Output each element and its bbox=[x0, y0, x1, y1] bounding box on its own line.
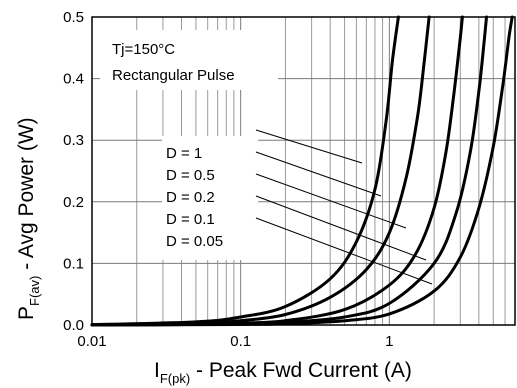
y-tick-label: 0.1 bbox=[63, 255, 84, 272]
y-axis-title-sub: F(av) bbox=[27, 276, 42, 306]
y-axis-title-main: P bbox=[15, 306, 38, 320]
leader-line-2 bbox=[255, 151, 382, 197]
x-axis-title-main: I bbox=[154, 359, 160, 382]
x-axis-title: IF(pk) - Peak Fwd Current (A) bbox=[154, 359, 412, 386]
y-tick-label: 0.5 bbox=[63, 9, 84, 26]
x-axis-title-rest: - Peak Fwd Current (A) bbox=[190, 359, 412, 382]
x-tick-label: 1 bbox=[385, 333, 393, 350]
plot-frame bbox=[91, 16, 516, 326]
condition-label: Tj=150°C bbox=[112, 41, 175, 58]
curves bbox=[90, 15, 514, 327]
legend-label-4: D = 0.1 bbox=[166, 211, 215, 228]
y-tick-label: 0.0 bbox=[63, 317, 84, 334]
series-line-1 bbox=[90, 15, 400, 327]
legend-label-5: D = 0.05 bbox=[166, 233, 223, 250]
leader-line-3 bbox=[255, 173, 407, 229]
x-axis-title-sub: F(pk) bbox=[160, 371, 190, 386]
y-tick-label: 0.4 bbox=[63, 71, 84, 88]
y-tick-label: 0.3 bbox=[63, 132, 84, 149]
leader-lines bbox=[255, 129, 433, 285]
y-axis-title-rest: - Avg Power (W) bbox=[15, 117, 38, 275]
leader-line-4 bbox=[255, 195, 427, 261]
legend-label-3: D = 0.2 bbox=[166, 189, 215, 206]
legend-label-2: D = 0.5 bbox=[166, 167, 215, 184]
x-tick-label: 0.1 bbox=[230, 333, 251, 350]
y-tick-labels: 0.0 0.1 0.2 0.3 0.4 0.5 bbox=[63, 9, 84, 334]
condition-box bbox=[100, 30, 278, 90]
x-tick-labels: 0.01 0.1 1 bbox=[77, 333, 393, 350]
leader-line-1 bbox=[255, 129, 363, 164]
waveform-label: Rectangular Pulse bbox=[112, 67, 235, 84]
x-tick-label: 0.01 bbox=[77, 333, 106, 350]
legend: D = 1 D = 0.5 D = 0.2 D = 0.1 D = 0.05 bbox=[166, 145, 223, 250]
leader-line-5 bbox=[255, 217, 433, 285]
y-axis-title: PF(av) - Avg Power (W) bbox=[15, 117, 42, 320]
legend-box bbox=[162, 136, 258, 260]
y-tick-label: 0.2 bbox=[63, 194, 84, 211]
legend-label-1: D = 1 bbox=[166, 145, 202, 162]
